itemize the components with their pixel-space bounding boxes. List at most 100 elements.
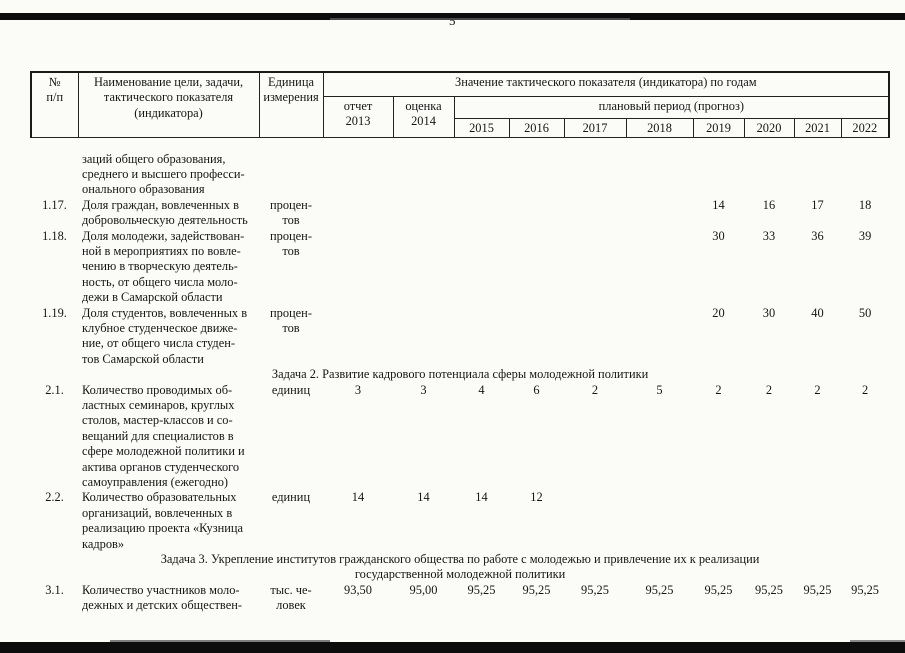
header-report-2013: отчет 2013 — [322, 95, 394, 138]
row-number: 1.19. — [42, 305, 67, 320]
header-year-2016: 2016 — [508, 117, 565, 138]
value-cell: 93,50 — [344, 582, 372, 597]
indicator-name: заций общего образования, среднего и выс… — [82, 151, 245, 197]
value-cell: 95,25 — [851, 582, 880, 597]
value-cell — [323, 306, 393, 368]
value-cell — [509, 137, 564, 198]
header-year-2015: 2015 — [453, 117, 510, 138]
value-cell — [393, 306, 454, 368]
row-number: 2.1. — [45, 382, 64, 397]
header-unit: Единица измерения — [258, 71, 324, 138]
value-cell: 4 — [478, 382, 485, 397]
unit-cell: процен- тов — [270, 197, 312, 228]
table-row-3-1: 3.1. Количество участников моло- дежных … — [31, 583, 889, 614]
value-cell — [454, 137, 509, 198]
row-number — [31, 137, 78, 198]
section-row-task-2: Задача 2. Развитие кадрового потенциала … — [31, 367, 889, 382]
value-cell — [744, 490, 794, 552]
row-number: 2.2. — [45, 490, 64, 505]
value-cell — [393, 137, 454, 198]
section-row-task-3: Задача 3. Укрепление институтов гражданс… — [31, 552, 889, 583]
value-cell: 2 — [715, 382, 722, 397]
table-row-1-19: 1.19. Доля студентов, вовлеченных в клуб… — [31, 306, 889, 368]
unit-cell: процен- тов — [270, 305, 312, 335]
header-plan-period: плановый период (прогноз) — [453, 95, 891, 119]
table-row-continuation: заций общего образования, среднего и выс… — [31, 137, 889, 198]
unit-cell — [259, 137, 323, 198]
section-title: Задача 2. Развитие кадрового потенциала … — [271, 367, 649, 382]
value-cell: 40 — [811, 305, 824, 320]
value-cell — [454, 198, 509, 229]
value-cell — [454, 306, 509, 368]
header-num: № п/п — [30, 71, 79, 138]
value-cell: 2 — [765, 382, 773, 397]
value-cell — [744, 137, 794, 198]
value-cell — [626, 490, 693, 552]
value-cell: 95,25 — [803, 582, 832, 597]
value-cell — [626, 137, 693, 198]
value-cell — [841, 490, 889, 552]
value-cell — [564, 198, 626, 229]
value-cell — [626, 306, 693, 368]
value-cell — [564, 306, 626, 368]
row-number: 1.18. — [42, 228, 67, 243]
scan-edge-top — [0, 13, 905, 20]
value-cell — [323, 198, 393, 229]
value-cell — [509, 229, 564, 306]
indicators-table-wrap: № п/п Наименование цели, задачи, тактиче… — [30, 71, 891, 614]
header-year-2020: 2020 — [743, 117, 795, 138]
page-number: 5 — [449, 13, 456, 28]
value-cell: 18 — [858, 197, 872, 212]
value-cell — [323, 229, 393, 306]
header-values-title: Значение тактического показателя (индика… — [322, 71, 891, 97]
indicator-name: Доля граждан, вовлеченных в добровольчес… — [82, 197, 248, 228]
header-year-2022: 2022 — [840, 117, 891, 138]
indicators-table: № п/п Наименование цели, задачи, тактиче… — [30, 71, 891, 614]
value-cell — [794, 490, 841, 552]
value-cell: 5 — [656, 382, 663, 397]
value-cell: 50 — [858, 305, 872, 320]
header-year-2018: 2018 — [625, 117, 694, 138]
unit-cell: процен- тов — [270, 228, 312, 258]
value-cell: 30 — [712, 228, 725, 243]
table-row-1-18: 1.18. Доля молодежи, задействован- ной в… — [31, 229, 889, 306]
value-cell: 20 — [712, 305, 725, 320]
unit-cell: единиц — [271, 382, 311, 397]
value-cell: 33 — [762, 228, 776, 243]
table-row-1-17: 1.17. Доля граждан, вовлеченных в добров… — [31, 198, 889, 229]
header-year-2017: 2017 — [563, 117, 627, 138]
value-cell: 95,25 — [704, 582, 733, 597]
value-cell: 6 — [533, 382, 540, 397]
value-cell — [393, 198, 454, 229]
table-row-2-2: 2.2. Количество образовательных организа… — [31, 490, 889, 552]
value-cell — [626, 229, 693, 306]
indicator-name: Количество проводимых об- ластных семина… — [82, 382, 245, 490]
value-cell: 95,25 — [581, 582, 609, 597]
value-cell: 95,25 — [645, 582, 674, 597]
value-cell — [564, 490, 626, 552]
indicator-name: Доля молодежи, задействован- ной в мероп… — [82, 228, 245, 305]
value-cell — [509, 306, 564, 368]
header-year-2021: 2021 — [793, 117, 842, 138]
header-year-2019: 2019 — [692, 117, 745, 138]
value-cell: 95,25 — [467, 582, 496, 597]
table-body: заций общего образования, среднего и выс… — [31, 137, 889, 614]
scan-edge-bottom — [0, 640, 905, 653]
value-cell — [393, 229, 454, 306]
value-cell — [509, 198, 564, 229]
value-cell: 2 — [814, 382, 821, 397]
value-cell: 3 — [354, 382, 362, 397]
value-cell: 30 — [762, 305, 776, 320]
row-number: 3.1. — [45, 582, 64, 597]
value-cell — [454, 229, 509, 306]
value-cell: 95,25 — [755, 582, 783, 597]
value-cell — [564, 229, 626, 306]
section-title: Задача 3. Укрепление институтов гражданс… — [160, 552, 760, 582]
value-cell: 17 — [811, 197, 824, 212]
indicator-name: Доля студентов, вовлеченных в клубное ст… — [82, 305, 248, 366]
value-cell: 2 — [591, 382, 599, 397]
header-estimate-2014: оценка 2014 — [392, 95, 455, 138]
value-cell: 2 — [861, 382, 869, 397]
value-cell — [794, 137, 841, 198]
header-name: Наименование цели, задачи, тактического … — [77, 71, 260, 138]
